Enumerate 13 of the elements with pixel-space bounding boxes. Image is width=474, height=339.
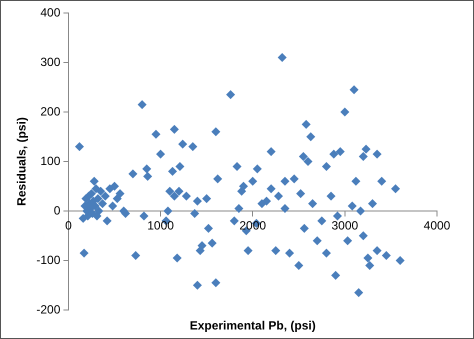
y-tick-label: 300	[40, 54, 61, 69]
y-tick-label: 100	[40, 154, 61, 168]
y-tick-label: -100	[36, 252, 61, 267]
y-tick-label: 200	[40, 104, 61, 118]
x-tick-label: 4000	[424, 218, 451, 233]
x-tick-label: 3000	[332, 218, 359, 233]
x-tick-label: 1000	[147, 218, 174, 233]
y-tick-label: -200	[36, 302, 61, 316]
x-axis-title: Experimental Pb, (psi)	[190, 318, 316, 332]
y-axis-title: Residuals, (psi)	[14, 117, 29, 206]
y-tick-label: 400	[40, 5, 61, 20]
x-tick-label: 0	[65, 218, 72, 233]
y-tick-label: 0	[54, 203, 61, 218]
